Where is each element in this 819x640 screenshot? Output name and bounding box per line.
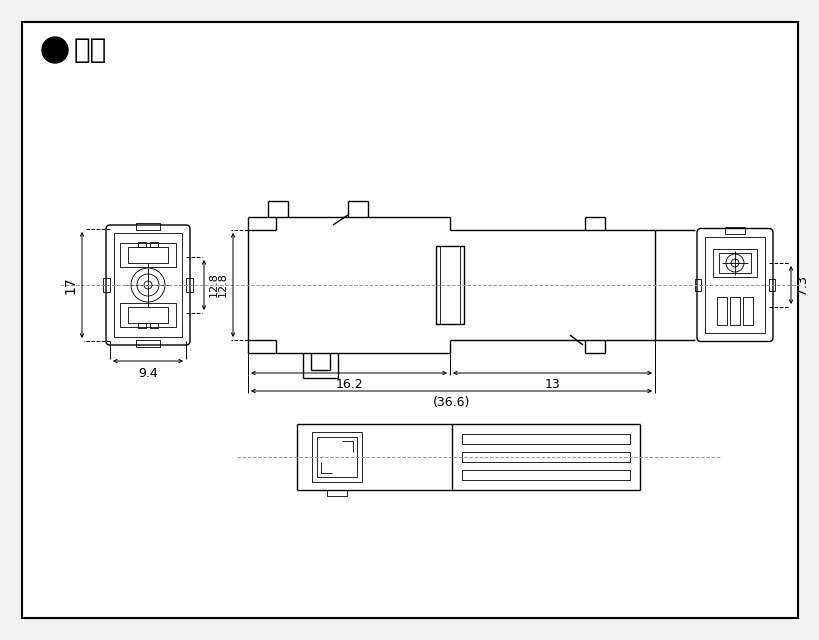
Bar xyxy=(695,279,700,291)
Bar xyxy=(768,279,774,291)
Bar xyxy=(311,432,361,482)
Bar xyxy=(317,437,356,477)
Bar xyxy=(716,297,726,325)
Bar xyxy=(138,323,146,328)
Bar xyxy=(150,242,158,247)
Bar xyxy=(120,303,176,327)
Text: 12.8: 12.8 xyxy=(209,273,219,298)
Bar xyxy=(128,307,168,323)
Circle shape xyxy=(725,254,743,272)
Bar xyxy=(136,223,160,230)
Circle shape xyxy=(137,274,159,296)
Bar xyxy=(436,246,464,324)
Bar xyxy=(128,247,168,263)
Bar xyxy=(327,490,346,496)
Bar xyxy=(704,237,764,333)
Bar xyxy=(103,278,110,292)
Bar xyxy=(461,470,629,480)
Circle shape xyxy=(730,259,738,267)
Text: 16.2: 16.2 xyxy=(335,378,362,391)
FancyBboxPatch shape xyxy=(696,228,772,342)
Text: 7.3: 7.3 xyxy=(795,275,808,295)
Bar xyxy=(713,249,756,277)
Bar xyxy=(186,278,192,292)
Bar xyxy=(114,233,182,337)
Bar xyxy=(724,227,744,234)
Bar xyxy=(150,323,158,328)
Bar xyxy=(742,297,752,325)
Text: 17: 17 xyxy=(63,276,77,294)
Bar xyxy=(138,242,146,247)
Bar xyxy=(718,253,750,273)
Bar xyxy=(461,452,629,462)
Circle shape xyxy=(144,281,152,289)
Bar xyxy=(461,434,629,444)
Bar xyxy=(136,340,160,347)
Circle shape xyxy=(42,37,68,63)
Circle shape xyxy=(131,268,165,302)
Bar xyxy=(729,297,739,325)
Bar xyxy=(120,243,176,267)
Text: 9.4: 9.4 xyxy=(138,367,158,380)
Text: (36.6): (36.6) xyxy=(432,396,469,409)
Text: 13: 13 xyxy=(544,378,559,391)
Text: 寸法: 寸法 xyxy=(74,36,107,64)
Text: 12.8: 12.8 xyxy=(218,273,228,298)
FancyBboxPatch shape xyxy=(106,225,190,345)
